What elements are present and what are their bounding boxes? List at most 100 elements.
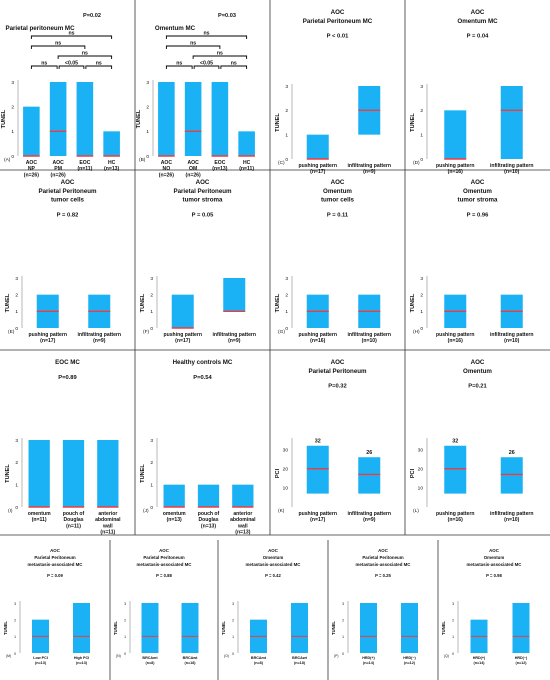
y-axis-label: TUNEL <box>275 113 281 132</box>
y-tick-label: 1 <box>124 635 126 639</box>
panel-letter: (C) <box>278 160 285 166</box>
y-tick-label: 2 <box>420 292 423 298</box>
significance-label: ns <box>55 40 61 46</box>
chart-title: AOC <box>331 359 345 366</box>
y-tick-label: 0 <box>150 505 153 511</box>
chart-title: AOC <box>50 548 61 553</box>
y-tick-label: 2 <box>150 460 153 466</box>
x-tick-label: HC <box>243 160 251 166</box>
x-tick-label: BRCAmt <box>142 656 158 660</box>
y-tick-label: 2 <box>232 618 234 622</box>
x-tick-label: (n=16) <box>310 338 325 344</box>
y-tick-label: 3 <box>285 84 288 90</box>
x-tick-label: OM <box>189 166 197 172</box>
max-label: 26 <box>366 450 372 456</box>
x-tick-label: pushing pattern <box>299 511 337 517</box>
y-tick-label: 1 <box>146 129 149 135</box>
significance-bracket <box>30 65 58 69</box>
bar <box>181 603 199 653</box>
bar <box>444 110 467 159</box>
x-tick-label: (n=13) <box>167 517 182 523</box>
y-tick-label: 1 <box>15 309 18 315</box>
bar <box>500 457 523 494</box>
chart-title: metastasis-associated MC <box>137 562 193 567</box>
panel-n: AOC Parietal Peritoneum metastasis-associa… <box>113 548 199 665</box>
y-tick-label: 3 <box>150 276 153 282</box>
bar <box>23 106 40 156</box>
chart-title: AOC <box>471 179 485 186</box>
x-tick-label: (n=13) <box>201 523 216 529</box>
y-axis-label: TUNEL <box>441 621 446 635</box>
p-value: P=0.03 <box>218 13 236 19</box>
x-tick-label: wall <box>237 523 248 529</box>
x-tick-label: omentum <box>163 511 186 517</box>
x-tick-label: (n=10) <box>504 517 519 523</box>
y-tick-label: 3 <box>420 276 423 282</box>
significance-bracket <box>30 35 113 39</box>
significance-label: ns <box>176 60 182 66</box>
p-value: P = 0.82 <box>57 212 79 218</box>
y-tick-label: 0 <box>232 652 234 656</box>
chart-title: AOC <box>159 548 170 553</box>
chart-title: Parietal Peritoneum <box>38 188 97 195</box>
x-tick-label: (n=17) <box>40 338 55 344</box>
y-tick-label: 0 <box>11 154 14 160</box>
x-tick-label: (n=16) <box>448 338 463 344</box>
y-tick-label: 0 <box>14 652 16 656</box>
chart-title: Parietal Peritoneum <box>308 368 367 375</box>
y-tick-label: 3 <box>452 602 454 606</box>
panel-o: AOC Omentum metastasis-associated MC P = 0.… <box>221 548 308 665</box>
panel-i: EOC MCP=0.890123TUNELomentum(n=11)pouch … <box>5 359 121 536</box>
x-tick-label: EOC <box>79 160 90 166</box>
x-tick-label: AOC <box>52 160 64 166</box>
chart-title: Parietal peritoneum MC <box>5 25 75 32</box>
y-tick-label: 1 <box>150 309 153 315</box>
y-axis-label: TUNEL <box>5 464 11 483</box>
y-tick-label: 2 <box>342 618 344 622</box>
panel-m: AOC Parietal Peritoneum metastasis-associa… <box>3 548 90 665</box>
chart-title: metastasis-associated MC <box>246 562 302 567</box>
bar <box>211 82 229 156</box>
p-value: P = 0.11 <box>327 212 349 218</box>
panel-g: AOC Omentum tumor cells P = 0.11 0 1 2 3 TUNEL pu… <box>275 179 391 344</box>
x-tick-label: HC <box>108 160 116 166</box>
chart-title: tumor stroma <box>183 197 223 204</box>
y-axis-label: TUNEL <box>140 293 146 312</box>
y-tick-label: 2 <box>15 292 18 298</box>
chart-title: Parietal Peritoneum <box>173 188 232 195</box>
y-tick-label: 2 <box>146 104 149 110</box>
bar <box>62 440 85 507</box>
significance-bracket <box>165 45 221 49</box>
chart-title: Omentum MC <box>457 18 498 25</box>
y-tick-label: 2 <box>11 104 14 110</box>
bar <box>306 134 329 159</box>
x-tick-label: Low PCI <box>33 656 48 660</box>
bar <box>358 457 381 494</box>
y-tick-label: 1 <box>420 132 423 138</box>
p-value: P = 0.42 <box>265 573 281 578</box>
x-tick-label: (n=10) <box>504 169 519 175</box>
chart-title: AOC <box>471 9 485 16</box>
panel-e: AOC Parietal Peritoneum tumor cells P = 0.8… <box>5 179 121 344</box>
significance-label: ns <box>82 50 88 56</box>
y-tick-label: 0 <box>285 157 288 163</box>
p-value: P = 0.88 <box>156 573 172 578</box>
significance-label: ns <box>231 60 237 66</box>
bar <box>28 440 50 507</box>
y-tick-label: 0 <box>150 326 153 332</box>
bar <box>184 82 202 156</box>
significance-bracket <box>220 65 248 69</box>
panel-d: AOC Omentum MC P = 0.04 0 1 2 3 TUNEL pushing pa… <box>410 9 534 175</box>
y-tick-label: 0 <box>420 157 423 163</box>
bar <box>232 484 254 507</box>
chart-title: AOC <box>489 548 500 553</box>
x-tick-label: pouch of <box>198 511 220 517</box>
chart-title: Parietal Peritoneum MC <box>303 18 373 25</box>
bar <box>197 484 220 507</box>
panel-k: AOC Parietal Peritoneum P=0.32 10 20 30 PCI 32 p… <box>275 359 391 523</box>
y-tick-label: 30 <box>418 447 424 453</box>
x-tick-label: (n=8) <box>146 661 156 665</box>
x-tick-label: HRD(−) <box>515 656 528 660</box>
